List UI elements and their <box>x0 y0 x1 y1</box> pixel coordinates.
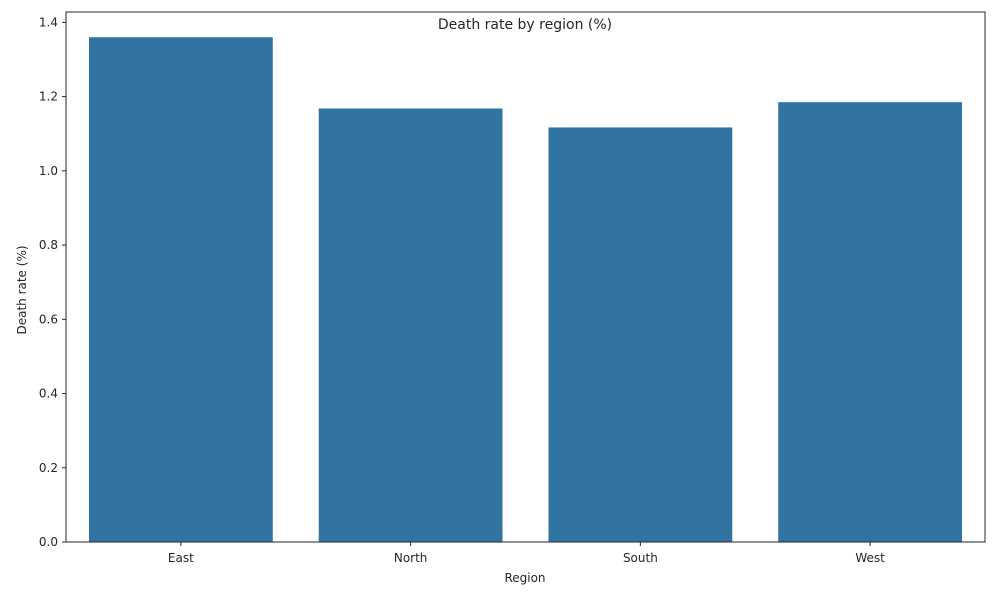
y-tick-label: 0.2 <box>39 461 58 475</box>
y-tick-label: 0.4 <box>39 387 58 401</box>
x-tick-label: South <box>623 551 658 565</box>
x-axis: East North South West <box>168 542 885 565</box>
chart-title: Death rate by region (%) <box>438 17 612 33</box>
bar-south <box>548 127 733 542</box>
x-tick-label: West <box>855 551 885 565</box>
plot-frame <box>65 11 986 543</box>
y-axis-label: Death rate (%) <box>15 245 29 334</box>
y-tick-label: 0.8 <box>39 238 58 252</box>
x-tick-label: East <box>168 551 194 565</box>
bar-west <box>778 102 963 542</box>
y-axis: 0.0 0.2 0.4 0.6 0.8 1.0 1.2 1.4 <box>39 15 66 549</box>
y-tick-label: 1.2 <box>39 90 58 104</box>
bar-north <box>318 108 503 542</box>
y-tick-label: 0.6 <box>39 312 58 326</box>
x-axis-label: Region <box>504 571 545 585</box>
bar-east <box>88 37 273 542</box>
y-tick-label: 1.0 <box>39 164 58 178</box>
y-tick-label: 0.0 <box>39 535 58 549</box>
bars-group <box>88 37 963 542</box>
x-tick-label: North <box>394 551 428 565</box>
y-tick-label: 1.4 <box>39 15 58 29</box>
